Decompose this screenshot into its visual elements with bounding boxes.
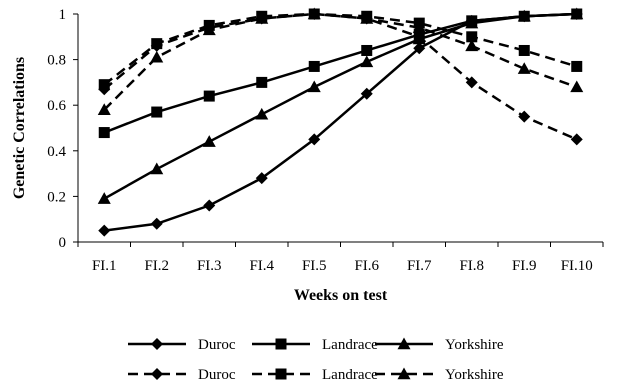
- y-tick-label: 1: [59, 7, 67, 23]
- series-dashed-duroc: [98, 8, 583, 146]
- data-point-triangle: [517, 62, 531, 74]
- y-tick-label: 0.4: [47, 144, 66, 160]
- legend-marker-square: [275, 368, 287, 380]
- data-point-triangle: [570, 7, 584, 20]
- data-point-diamond: [465, 76, 478, 89]
- data-point-square: [361, 44, 373, 56]
- data-point-triangle: [255, 107, 269, 120]
- y-tick-label: 0.2: [47, 189, 66, 205]
- x-tick-label: FI.3: [197, 258, 222, 274]
- legend-marker-diamond: [151, 338, 163, 350]
- data-point-diamond: [98, 224, 111, 237]
- legend-label: Yorkshire: [445, 367, 504, 383]
- series-line: [103, 12, 578, 111]
- legend-label: Landrace: [322, 367, 378, 383]
- data-point-square: [98, 79, 110, 91]
- legend-label: Duroc: [198, 367, 236, 383]
- y-tick-label: 0: [59, 235, 67, 251]
- data-point-square: [518, 44, 530, 56]
- data-point-square: [203, 90, 215, 102]
- data-point-triangle: [465, 16, 479, 29]
- legend-item: Landrace: [252, 367, 378, 383]
- y-ticks: 0 0.2 0.4 0.6 0.8 1: [47, 7, 78, 251]
- data-point-diamond: [570, 133, 583, 146]
- data-point-diamond: [203, 199, 216, 212]
- data-point-diamond: [518, 110, 531, 123]
- data-point-triangle: [517, 9, 531, 22]
- y-axis-title: Genetic Correlations: [11, 57, 28, 199]
- series-dashed-yorkshire: [97, 7, 584, 115]
- data-point-square: [151, 38, 163, 50]
- series-line: [103, 12, 578, 141]
- x-tick-label: FI.7: [407, 258, 432, 274]
- x-tick-label: FI.5: [302, 258, 327, 274]
- legend-item: Landrace: [252, 337, 378, 353]
- legend: Duroc Landrace Yorkshire Duroc Landrace Yorks…: [128, 337, 504, 383]
- data-point-triangle: [202, 23, 216, 36]
- plot-area: 00.20.40.60.81 FI.1 FI.2 FI.3 FI.4 FI.5 FI.6 F…: [47, 7, 604, 274]
- legend-marker-diamond: [151, 368, 163, 380]
- data-point-triangle: [202, 135, 216, 147]
- data-point-triangle: [150, 162, 164, 175]
- legend-item: Yorkshire: [375, 337, 504, 353]
- data-point-square: [256, 76, 268, 88]
- legend-item: Duroc: [128, 337, 236, 353]
- x-tick-label: FI.10: [561, 258, 593, 274]
- data-point-diamond: [150, 217, 163, 230]
- data-point-triangle: [307, 7, 321, 20]
- legend-marker-triangle: [397, 367, 411, 380]
- data-point-diamond: [255, 172, 268, 185]
- legend-item: Yorkshire: [375, 367, 504, 383]
- legend-label: Yorkshire: [445, 337, 504, 353]
- data-point-triangle: [97, 103, 111, 115]
- data-point-diamond: [308, 133, 321, 146]
- data-point-triangle: [570, 80, 584, 93]
- x-tick-label: FI.8: [459, 258, 484, 274]
- series-group: [97, 7, 584, 237]
- x-tick-label: FI.1: [92, 258, 117, 274]
- data-point-triangle: [360, 12, 374, 24]
- data-point-square: [466, 31, 478, 43]
- legend-label: Landrace: [322, 337, 378, 353]
- series-dashed-landrace: [98, 8, 583, 91]
- legend-item: Duroc: [128, 367, 236, 383]
- data-point-diamond: [413, 42, 426, 55]
- legend-label: Duroc: [198, 337, 236, 353]
- data-point-diamond: [413, 30, 426, 43]
- y-tick-label: 0.6: [47, 98, 66, 114]
- data-point-square: [308, 60, 320, 72]
- data-point-triangle: [150, 50, 164, 63]
- data-point-triangle: [360, 55, 374, 68]
- x-tick-label: FI.2: [144, 258, 169, 274]
- data-point-square: [571, 60, 583, 72]
- legend-marker-triangle: [397, 337, 411, 350]
- data-point-square: [98, 127, 110, 139]
- x-axis-title: Weeks on test: [294, 287, 388, 304]
- x-tick-label: FI.9: [512, 258, 537, 274]
- legend-marker-square: [275, 338, 287, 350]
- data-point-triangle: [97, 192, 111, 204]
- x-tick-label: FI.6: [354, 258, 379, 274]
- data-point-triangle: [255, 12, 269, 24]
- y-tick-label: 0.8: [47, 53, 66, 69]
- x-ticks: FI.1 FI.2 FI.3 FI.4 FI.5 FI.6 FI.7 FI.8 FI.9 FI.1…: [77, 242, 604, 274]
- data-point-square: [151, 106, 163, 118]
- data-point-triangle: [307, 80, 321, 93]
- data-point-diamond: [360, 87, 373, 100]
- data-point-triangle: [412, 21, 426, 33]
- x-tick-label: FI.4: [249, 258, 274, 274]
- series-line: [103, 12, 577, 200]
- data-point-triangle: [465, 39, 479, 52]
- series-solid-yorkshire: [97, 7, 584, 204]
